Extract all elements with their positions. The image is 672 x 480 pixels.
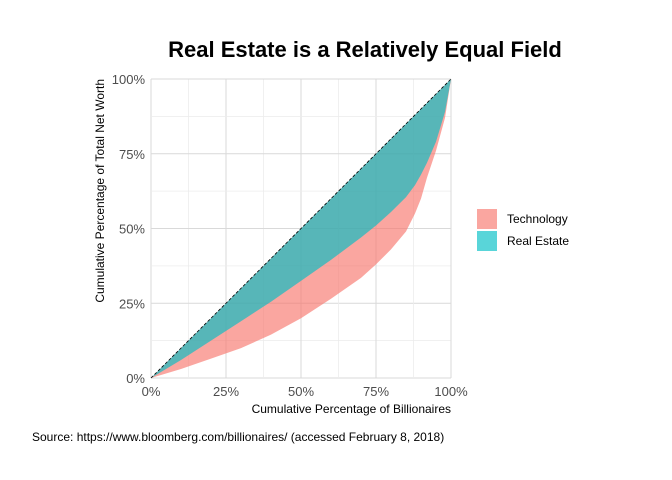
- y-axis-label: Cumulative Percentage of Total Net Worth: [93, 79, 107, 303]
- y-tick-label: 50%: [119, 222, 145, 237]
- legend-swatch: [477, 231, 497, 251]
- legend-label: Real Estate: [507, 234, 569, 248]
- y-axis-ticks: 0% 25% 50% 75% 100%: [112, 72, 146, 386]
- x-tick-label: 100%: [434, 384, 468, 399]
- legend-label: Technology: [507, 212, 568, 226]
- chart-title: Real Estate is a Relatively Equal Field: [168, 37, 562, 62]
- legend-swatch: [477, 209, 497, 229]
- equality-line: [150, 78, 452, 379]
- x-tick-label: 25%: [213, 384, 239, 399]
- y-tick-label: 0%: [126, 371, 145, 386]
- source-caption: Source: https://www.bloomberg.com/billio…: [32, 430, 444, 444]
- x-axis-label: Cumulative Percentage of Billionaires: [252, 402, 451, 416]
- x-tick-label: 75%: [363, 384, 389, 399]
- x-tick-label: 50%: [288, 384, 314, 399]
- y-tick-label: 75%: [119, 147, 145, 162]
- x-tick-label: 0%: [142, 384, 161, 399]
- y-tick-label: 100%: [112, 72, 146, 87]
- legend: Technology Real Estate: [477, 209, 569, 251]
- x-axis-ticks: 0% 25% 50% 75% 100%: [142, 384, 468, 399]
- y-tick-label: 25%: [119, 296, 145, 311]
